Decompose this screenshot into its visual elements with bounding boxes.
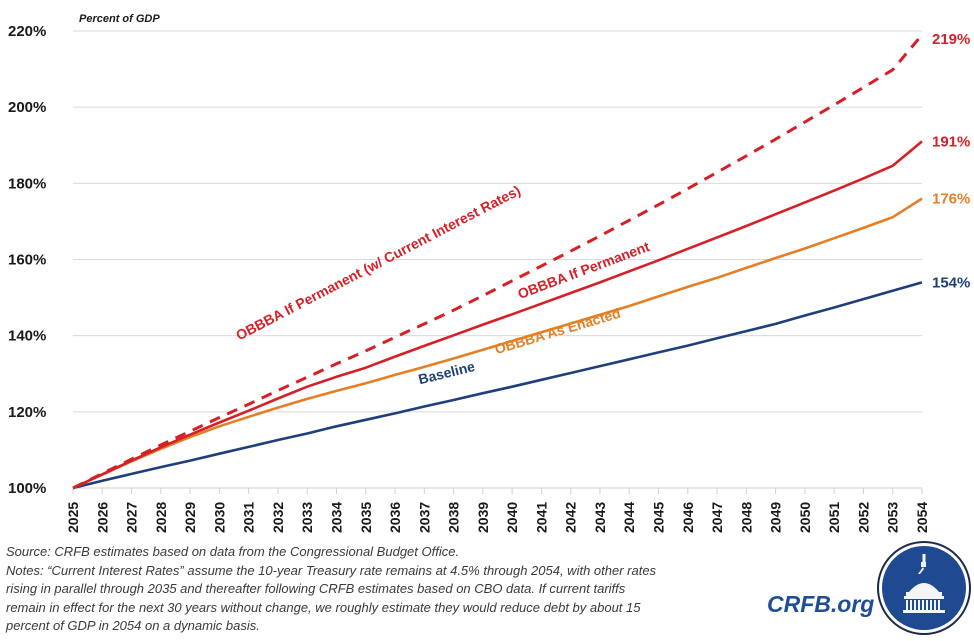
x-tick-label: 2034 — [328, 502, 344, 533]
x-tick-label: 2041 — [533, 502, 549, 533]
notes-line-3: remain in effect for the next 30 years w… — [6, 599, 641, 615]
y-tick-label: 100% — [8, 480, 46, 497]
x-tick-label: 2045 — [651, 502, 667, 533]
x-tick-label: 2025 — [65, 502, 81, 533]
x-tick-label: 2047 — [709, 502, 725, 533]
series-line-2 — [72, 140, 923, 490]
y-tick-label: 120% — [8, 404, 46, 421]
x-tick-label: 2037 — [416, 502, 432, 533]
x-tick-label: 2051 — [826, 502, 842, 533]
x-tick-label: 2042 — [563, 502, 579, 533]
end-value-label: 191% — [932, 133, 970, 150]
x-tick-label: 2038 — [446, 502, 462, 533]
y-tick-label: 200% — [8, 99, 46, 116]
x-tick-label: 2027 — [124, 502, 140, 533]
series-lines — [72, 33, 924, 490]
x-tick-label: 2048 — [738, 502, 754, 533]
x-tick-label: 2046 — [680, 502, 696, 533]
end-value-label: 154% — [932, 274, 970, 291]
x-tick-label: 2032 — [270, 502, 286, 533]
x-tick-label: 2049 — [768, 502, 784, 533]
notes-line-4: percent of GDP in 2054 on a dynamic basi… — [6, 618, 260, 634]
y-tick-label: 180% — [8, 175, 46, 192]
x-tick-label: 2044 — [621, 502, 637, 533]
gridlines — [73, 30, 922, 489]
x-tick-label: 2036 — [387, 502, 403, 533]
series-line-0 — [72, 281, 923, 490]
y-tick-label: 140% — [8, 328, 46, 345]
series-line-1 — [72, 197, 923, 490]
x-tick-label: 2028 — [153, 502, 169, 533]
x-tick-label: 2031 — [241, 502, 257, 533]
x-tick-label: 2054 — [914, 502, 930, 533]
series-label-1: OBBBA As Enacted — [493, 305, 623, 357]
debt-chart: 100%120%140%160%180%200%220% 2025 2026 202… — [8, 13, 970, 533]
unit-label: Percent of GDP — [79, 13, 160, 25]
x-tick-label: 2043 — [592, 502, 608, 533]
brand-link[interactable]: CRFB.org — [767, 591, 875, 617]
notes-line-1: Notes: “Current Interest Rates” assume t… — [6, 562, 657, 578]
x-tick-label: 2029 — [182, 502, 198, 533]
y-axis-ticks: 100% 120% 140% 160% 180% 200% 220% — [8, 23, 46, 497]
source-note: Source: CRFB estimates based on data fro… — [6, 544, 460, 559]
series-line-3 — [72, 33, 924, 490]
y-tick-label: 160% — [8, 252, 46, 269]
series-label-3: OBBBA If Permanent (w/ Current Interest … — [233, 182, 523, 343]
end-value-label: 176% — [932, 191, 970, 208]
x-tick-label: 2035 — [358, 502, 374, 533]
series-label-0: Baseline — [417, 358, 477, 387]
footer-notes: Source: CRFB estimates based on data fro… — [6, 543, 826, 636]
x-tick-label: 2030 — [211, 502, 227, 533]
x-tick-label: 2050 — [797, 502, 813, 533]
end-value-label: 219% — [932, 31, 970, 48]
x-axis: 2025 2026 2027 2028 2029 2030 2031 2032 2033 2034… — [65, 487, 930, 533]
capitol-dome-seal-icon — [877, 541, 971, 635]
x-tick-label: 2052 — [855, 502, 871, 533]
x-tick-label: 2033 — [299, 502, 315, 533]
series-labels: Baseline 154% OBBBA As Enacted 176% OBBBA If… — [233, 31, 970, 388]
x-tick-label: 2039 — [475, 502, 491, 533]
x-tick-label: 2040 — [504, 502, 520, 533]
y-tick-label: 220% — [8, 23, 46, 40]
x-tick-label: 2026 — [94, 502, 110, 533]
x-tick-label: 2053 — [885, 502, 901, 533]
notes-line-2: rising in parallel through 2035 and ther… — [6, 581, 626, 597]
